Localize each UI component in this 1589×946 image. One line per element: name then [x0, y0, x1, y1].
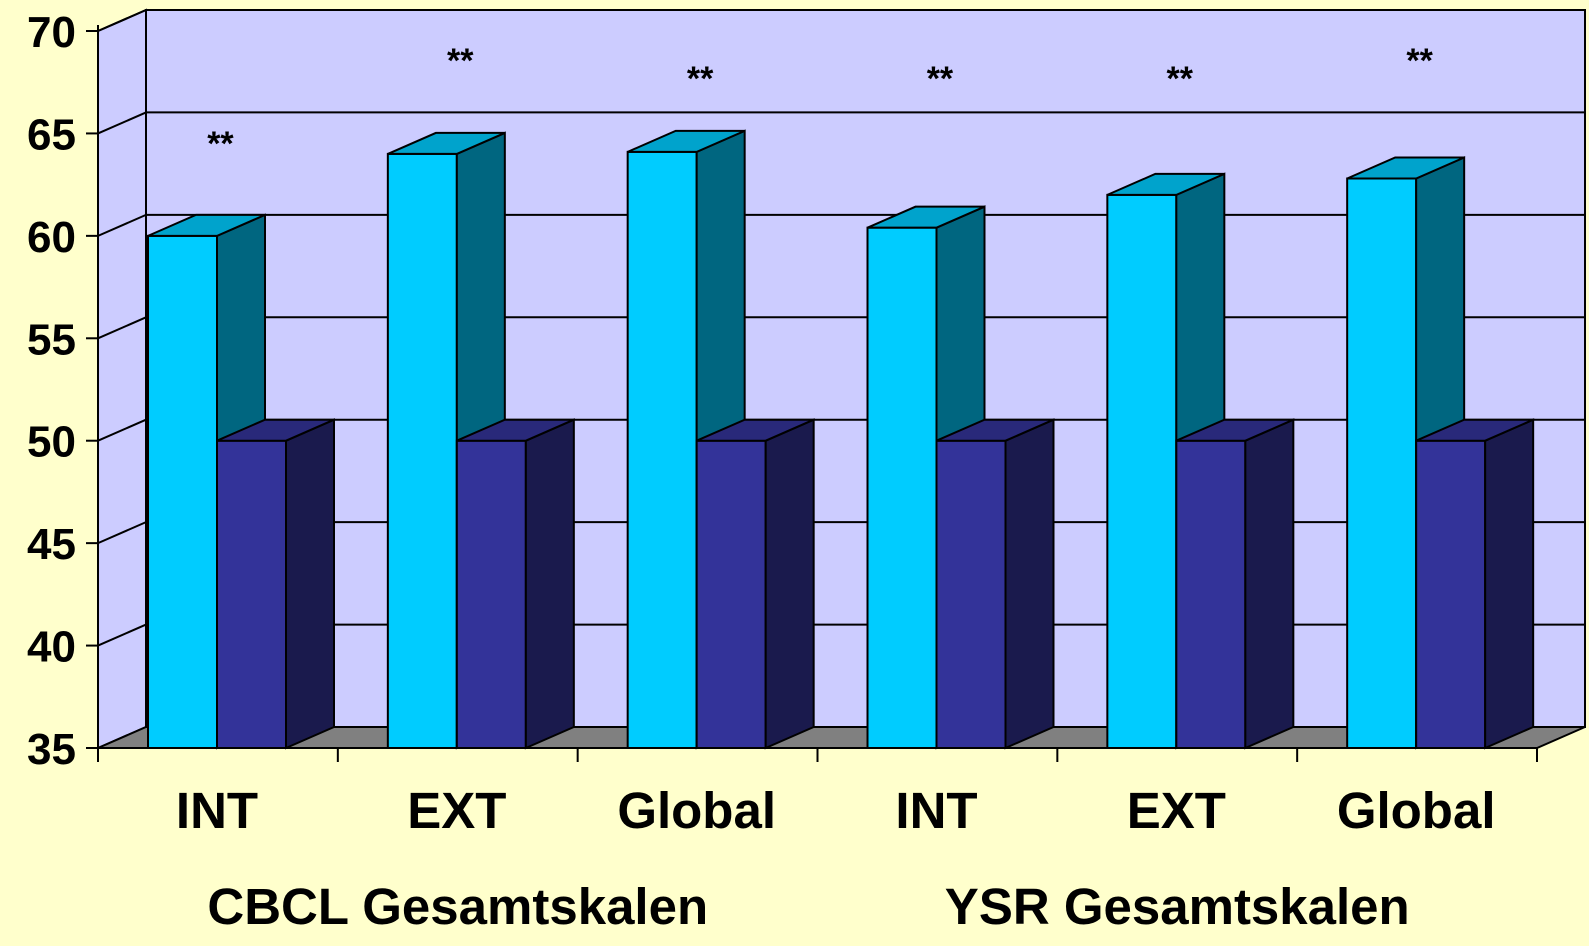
x-tick-label: Global	[617, 782, 776, 839]
bar-series-1-top	[147, 213, 266, 237]
bar-series-2-front	[695, 439, 767, 749]
significance-label: **	[447, 42, 474, 80]
y-tick-label: 65	[27, 110, 76, 159]
bar-series-2-side	[764, 418, 815, 750]
bar-series-2	[935, 418, 1055, 750]
gridline-side	[97, 213, 147, 237]
bar-series-2-side	[1004, 418, 1055, 750]
gridline-side	[97, 521, 147, 545]
gridline-side	[97, 623, 147, 647]
bar-series-2-front	[935, 439, 1007, 749]
x-tick-label: EXT	[1127, 782, 1226, 839]
bar-series-2-front	[455, 439, 527, 749]
x-tick-label: Global	[1337, 782, 1496, 839]
bar-series-1-top	[627, 129, 746, 153]
bar-series-2-side	[1244, 418, 1295, 750]
bar-series-1-front	[386, 152, 458, 749]
bar-series-2-top	[1175, 418, 1294, 442]
bar-series-1-top	[387, 131, 506, 155]
bar-series-2-front	[1175, 439, 1247, 749]
bar-series-2-side	[1484, 418, 1535, 750]
significance-label: **	[687, 60, 714, 98]
back-wall	[145, 9, 1586, 728]
significance-label: **	[1167, 60, 1194, 98]
bar-series-2-side	[285, 418, 335, 750]
bar-series-2-top	[696, 418, 815, 442]
bar-series-2-side	[524, 418, 575, 750]
group-label: YSR Gesamtskalen	[945, 878, 1410, 935]
bar-series-1-front	[147, 234, 218, 750]
y-tick-label: 50	[27, 418, 76, 467]
gridline-side	[97, 9, 147, 32]
bar-series-2-top	[1415, 418, 1534, 442]
bar-series-2-top	[216, 418, 335, 442]
bar-series-2-front	[216, 439, 287, 749]
significance-label: **	[207, 125, 234, 163]
bar-series-1-front	[1106, 193, 1178, 749]
x-tick-label: INT	[176, 782, 258, 839]
group-label: CBCL Gesamtskalen	[207, 878, 708, 935]
gridline-side	[97, 111, 147, 135]
y-tick-label: 60	[27, 213, 76, 262]
bar-series-2	[455, 418, 575, 750]
bar-series-2	[216, 418, 335, 750]
bar-series-2-top	[456, 418, 575, 442]
gridlines	[97, 9, 1585, 647]
bar-series-1-top	[867, 205, 985, 229]
axes	[86, 25, 1538, 762]
bar-series-1-front	[626, 150, 698, 749]
bar-series-1-top	[1106, 172, 1225, 196]
significance-label: **	[1406, 42, 1433, 80]
x-tick-label: EXT	[407, 782, 506, 839]
bar-series-1-front	[1346, 177, 1418, 750]
bar-series-2	[695, 418, 815, 750]
bar-series-2	[1175, 418, 1295, 750]
bar-series-1-top	[1346, 156, 1465, 180]
y-tick-label: 45	[27, 520, 76, 569]
y-tick-label: 55	[27, 315, 76, 364]
x-tick-label: INT	[895, 782, 977, 839]
gridline-side	[97, 316, 147, 340]
labels: 35 40 45 50 55 60 65 70 INT EXT Global INT EXT Global…	[27, 8, 1495, 935]
plot-walls	[97, 8, 1586, 750]
significance-label: **	[927, 60, 954, 98]
y-tick-label: 35	[27, 725, 76, 774]
bar-series-2-top	[936, 418, 1054, 442]
bar-series-2	[1415, 418, 1535, 750]
y-tick-label: 40	[27, 623, 76, 672]
bar-series-2-front	[1415, 439, 1487, 749]
bar-series-1-front	[866, 226, 938, 750]
y-tick-label: 70	[27, 8, 76, 57]
gridline-side	[97, 418, 147, 442]
bars	[147, 129, 1535, 750]
side-wall	[97, 8, 147, 750]
